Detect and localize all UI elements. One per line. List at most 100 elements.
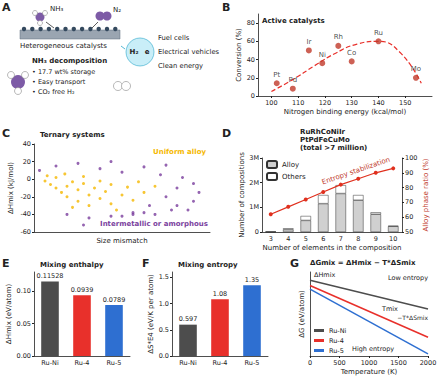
svg-text:Fuel cells: Fuel cells xyxy=(158,34,190,42)
svg-text:ΔHmix (kJ/mol): ΔHmix (kJ/mol) xyxy=(7,162,15,214)
svg-text:−T*ΔSmix: −T*ΔSmix xyxy=(397,314,428,321)
svg-text:NH₃: NH₃ xyxy=(50,5,64,13)
svg-text:RuRhCoNiIr: RuRhCoNiIr xyxy=(300,128,346,136)
svg-text:1500: 1500 xyxy=(390,359,407,367)
svg-text:0: 0 xyxy=(251,92,255,100)
svg-text:0.11528: 0.11528 xyxy=(37,272,64,280)
svg-text:1M: 1M xyxy=(249,203,259,211)
svg-text:1.35: 1.35 xyxy=(245,276,259,284)
svg-text:150: 150 xyxy=(399,99,411,107)
svg-text:0.10: 0.10 xyxy=(17,287,31,295)
svg-text:-60: -60 xyxy=(20,228,31,236)
svg-text:0: 0 xyxy=(308,359,312,367)
svg-text:Nitrogen binding energy (kcal/: Nitrogen binding energy (kcal/mol) xyxy=(284,108,407,116)
svg-text:0.0: 0.0 xyxy=(159,352,169,360)
svg-text:5: 5 xyxy=(304,235,308,243)
svg-text:• Easy transport: • Easy transport xyxy=(32,78,86,86)
svg-text:e: e xyxy=(145,48,150,56)
svg-text:Ru-4: Ru-4 xyxy=(329,337,344,345)
svg-text:Alloy: Alloy xyxy=(282,161,299,169)
svg-text:• CO₂ free H₂: • CO₂ free H₂ xyxy=(32,88,75,96)
svg-text:Ru-Ni: Ru-Ni xyxy=(179,359,197,367)
svg-text:Entropy stabilization: Entropy stabilization xyxy=(321,156,391,187)
svg-text:Mo: Mo xyxy=(411,65,421,73)
svg-text:Ru-5: Ru-5 xyxy=(329,347,344,355)
svg-text:80: 80 xyxy=(405,184,413,192)
svg-text:110: 110 xyxy=(292,99,304,107)
svg-text:Co: Co xyxy=(347,49,356,57)
svg-text:Others: Others xyxy=(282,173,306,181)
svg-text:PtPdFeCuMo: PtPdFeCuMo xyxy=(300,136,350,144)
svg-text:70: 70 xyxy=(405,198,413,206)
svg-text:ΔS*E4 (eV/K per atom): ΔS*E4 (eV/K per atom) xyxy=(147,274,155,354)
svg-text:• 17.7 wt% storage: • 17.7 wt% storage xyxy=(32,68,95,76)
svg-text:0.5: 0.5 xyxy=(159,326,169,334)
svg-text:ΔG (eV/atom): ΔG (eV/atom) xyxy=(298,290,306,338)
svg-text:High entropy: High entropy xyxy=(352,345,394,353)
svg-text:H₂: H₂ xyxy=(130,48,139,56)
svg-text:0: 0 xyxy=(255,228,259,236)
svg-text:130: 130 xyxy=(345,99,357,107)
svg-text:6: 6 xyxy=(321,235,325,243)
svg-text:7: 7 xyxy=(339,235,343,243)
svg-text:60: 60 xyxy=(405,213,413,221)
svg-text:Ru-Ni: Ru-Ni xyxy=(41,359,59,367)
svg-text:50: 50 xyxy=(405,228,413,236)
svg-text:120: 120 xyxy=(319,99,331,107)
svg-text:40: 40 xyxy=(247,56,255,64)
svg-text:Electrical vehicles: Electrical vehicles xyxy=(158,48,220,56)
svg-text:Active catalysts: Active catalysts xyxy=(262,17,325,25)
svg-text:Intermetallic or amorphous: Intermetallic or amorphous xyxy=(100,220,208,228)
svg-text:3M: 3M xyxy=(249,154,259,162)
svg-text:60: 60 xyxy=(247,37,255,45)
svg-text:1.5: 1.5 xyxy=(159,273,169,281)
svg-text:10: 10 xyxy=(389,235,397,243)
svg-text:0.597: 0.597 xyxy=(179,315,198,323)
svg-text:90: 90 xyxy=(405,169,413,177)
svg-text:Number of compositions: Number of compositions xyxy=(238,152,246,238)
svg-text:Ternary systems: Ternary systems xyxy=(40,131,105,139)
svg-text:500: 500 xyxy=(333,359,345,367)
svg-text:Low entropy: Low entropy xyxy=(388,274,428,282)
svg-text:0: 0 xyxy=(27,175,31,183)
svg-text:Size mismatch: Size mismatch xyxy=(96,237,147,245)
svg-text:E: E xyxy=(2,257,10,270)
svg-text:40: 40 xyxy=(23,140,31,148)
svg-text:-20: -20 xyxy=(20,193,31,201)
svg-text:1000: 1000 xyxy=(361,359,378,367)
svg-text:1.0: 1.0 xyxy=(159,300,169,308)
svg-text:Mixing enthalpy: Mixing enthalpy xyxy=(40,261,104,269)
svg-text:Temperature (K): Temperature (K) xyxy=(340,368,398,376)
svg-text:20: 20 xyxy=(23,158,31,166)
svg-text:80: 80 xyxy=(247,19,255,27)
svg-text:Ru-4: Ru-4 xyxy=(75,359,90,367)
svg-text:Uniform alloy: Uniform alloy xyxy=(153,148,206,156)
svg-text:Clean energy: Clean energy xyxy=(158,62,203,70)
svg-text:100: 100 xyxy=(405,154,417,162)
svg-text:20: 20 xyxy=(247,74,255,82)
svg-text:Pt: Pt xyxy=(273,71,280,79)
svg-text:F: F xyxy=(142,257,150,270)
svg-text:Ru-Ni: Ru-Ni xyxy=(329,327,347,335)
svg-text:1.08: 1.08 xyxy=(213,290,227,298)
svg-text:Heterogeneous catalysts: Heterogeneous catalysts xyxy=(20,42,107,50)
svg-text:C: C xyxy=(2,127,10,140)
svg-text:Number of elements in the comp: Number of elements in the composition xyxy=(262,244,401,252)
svg-text:(total >7 million): (total >7 million) xyxy=(300,144,367,152)
svg-text:2M: 2M xyxy=(249,179,259,187)
svg-text:Ir: Ir xyxy=(306,38,311,46)
svg-text:B: B xyxy=(222,1,230,14)
svg-text:Ru-5: Ru-5 xyxy=(245,359,260,367)
svg-text:Ru-4: Ru-4 xyxy=(213,359,228,367)
svg-text:140: 140 xyxy=(372,99,384,107)
svg-text:3: 3 xyxy=(269,235,273,243)
svg-text:D: D xyxy=(222,127,231,140)
svg-text:Pd: Pd xyxy=(288,76,297,84)
svg-text:Conversion (%): Conversion (%) xyxy=(235,28,243,82)
svg-text:0.0939: 0.0939 xyxy=(71,286,94,294)
svg-text:Mixing entropy: Mixing entropy xyxy=(178,261,238,269)
svg-text:ΔGmix = ΔHmix − T*ΔSmix: ΔGmix = ΔHmix − T*ΔSmix xyxy=(310,259,416,267)
svg-text:2000: 2000 xyxy=(420,359,437,367)
svg-text:NH₃ decomposition: NH₃ decomposition xyxy=(32,57,107,65)
svg-text:Alloy phase ratio (%): Alloy phase ratio (%) xyxy=(422,158,430,231)
